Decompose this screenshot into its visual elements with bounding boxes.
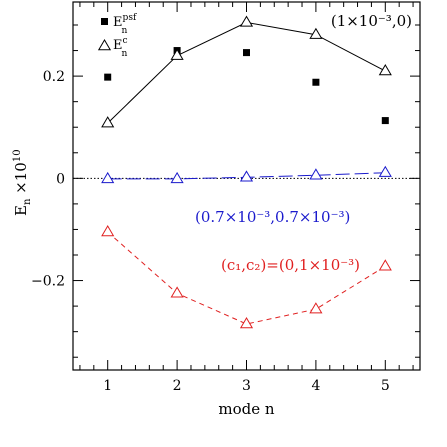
data-point-s3-5 xyxy=(378,165,392,177)
data-point-s1-1 xyxy=(104,73,112,81)
x-tick-label: 5 xyxy=(381,378,390,394)
data-point-s2-2 xyxy=(170,48,184,60)
x-tick-label: 1 xyxy=(103,378,112,394)
data-point-s3-4 xyxy=(309,168,323,180)
data-point-s2-4 xyxy=(309,27,323,39)
x-tick-label: 2 xyxy=(173,378,182,394)
y-tick-label: −0.2 xyxy=(31,274,65,290)
y-axis-label: En ×1010 xyxy=(12,149,33,216)
annotation-s4: (c₁,c₂)=(0,1×10⁻³) xyxy=(221,256,360,274)
data-point-s3-2 xyxy=(170,171,184,184)
data-point-s2-5 xyxy=(378,64,392,76)
legend-label-c: Ec n xyxy=(113,36,128,59)
data-point-s1-3 xyxy=(243,49,250,57)
legend: Epsf nEc n xyxy=(97,13,137,59)
data-point-s4-4 xyxy=(309,302,323,314)
labels: 1 2 3 4 5 −0.2 0 0.2 mode n En ×1010 Epsf nEc n (1×10… xyxy=(12,12,412,418)
legend-label-psf: Epsf n xyxy=(113,13,137,36)
data-point-s4-2 xyxy=(170,286,184,298)
x-tick-label: 3 xyxy=(242,378,251,394)
y-tick-label: 0 xyxy=(56,171,65,187)
data-point-s1-5 xyxy=(381,117,389,125)
annotation-s2: (1×10⁻³,0) xyxy=(331,12,412,30)
data-point-s3-3 xyxy=(239,170,254,182)
axes xyxy=(72,1,421,371)
series-layer xyxy=(101,15,392,329)
legend-marker-triangle xyxy=(97,39,112,51)
annotation-s3: (0.7×10⁻³,0.7×10⁻³) xyxy=(195,208,350,226)
data-point-s4-5 xyxy=(378,259,392,271)
data-point-s1-4 xyxy=(312,78,320,86)
x-tick-label: 4 xyxy=(311,378,320,394)
data-point-s3-1 xyxy=(101,171,115,184)
x-axis-label: mode n xyxy=(218,400,275,418)
y-tick-label: 0.2 xyxy=(43,69,65,85)
data-point-s2-1 xyxy=(101,116,115,128)
legend-marker-square xyxy=(101,18,108,25)
data-point-s4-1 xyxy=(101,225,115,237)
data-point-s2-3 xyxy=(239,15,254,27)
data-point-s4-3 xyxy=(239,317,254,329)
